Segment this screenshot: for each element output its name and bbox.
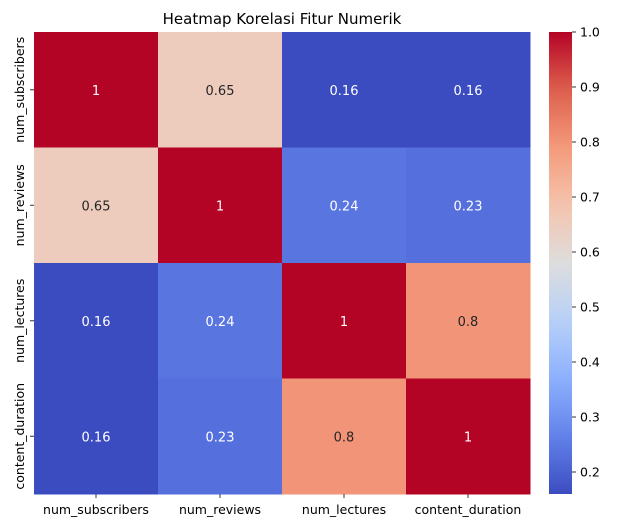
heatmap-value-label-r1-c1: 1 (216, 199, 224, 214)
heatmap-value-label-r2-c0: 0.16 (82, 315, 111, 330)
heatmap-value-label-r3-c3: 1 (464, 430, 472, 445)
heatmap-value-labels: 1 0.65 0.16 0.16 0.65 1 0.24 0.23 0.16 0.24 1 0.8 0.… (82, 84, 483, 446)
colorbar-tick-label-4: 0.6 (580, 245, 600, 260)
heatmap-cell-r3-c0 (34, 378, 159, 495)
heatmap-cell-r3-c3 (406, 378, 531, 495)
heatmap-cells (34, 32, 531, 495)
heatmap-value-label-r2-c1: 0.24 (206, 315, 235, 330)
x-tick-label-0: num_subscribers (43, 502, 149, 517)
heatmap-cell-r1-c1 (158, 147, 283, 264)
heatmap-cell-r1-c0 (34, 147, 159, 264)
heatmap-value-label-r2-c2: 1 (340, 315, 348, 330)
x-tick-label-2: num_lectures (302, 502, 386, 517)
x-tick-label-1: num_reviews (179, 502, 261, 517)
heatmap-value-label-r0-c3: 0.16 (454, 84, 483, 99)
heatmap-cell-r3-c2 (282, 378, 407, 495)
colorbar: 0.2 0.3 0.4 0.5 0.6 0.7 0.8 0.9 1.0 (549, 25, 600, 494)
heatmap-value-label-r3-c1: 0.23 (206, 430, 235, 445)
colorbar-tick-label-7: 0.9 (580, 80, 600, 95)
heatmap-value-label-r1-c2: 0.24 (330, 199, 359, 214)
heatmap-cell-r2-c1 (158, 263, 283, 379)
heatmap-cell-r0-c3 (406, 32, 531, 148)
heatmap-value-label-r1-c3: 0.23 (454, 199, 483, 214)
heatmap-cell-r1-c3 (406, 147, 531, 264)
y-tick-label-3: content_duration (12, 383, 27, 490)
heatmap-value-label-r3-c2: 0.8 (334, 430, 355, 445)
heatmap-value-label-r3-c0: 0.16 (82, 430, 111, 445)
y-tick-label-2: num_lectures (12, 279, 27, 363)
heatmap-cell-r0-c2 (282, 32, 407, 148)
colorbar-tick-label-5: 0.7 (580, 190, 600, 205)
heatmap-cell-r0-c0 (34, 32, 159, 148)
x-axis: num_subscribers num_reviews num_lectures co… (43, 494, 521, 517)
x-tick-label-3: content_duration (415, 502, 522, 517)
heatmap-cell-r0-c1 (158, 32, 283, 148)
y-tick-label-0: num_subscribers (12, 37, 27, 143)
chart-title: Heatmap Korelasi Fitur Numerik (163, 10, 402, 28)
heatmap-value-label-r0-c1: 0.65 (206, 84, 235, 99)
colorbar-gradient (549, 32, 572, 494)
colorbar-tick-label-3: 0.5 (580, 300, 600, 315)
heatmap-value-label-r0-c2: 0.16 (330, 84, 359, 99)
heatmap-value-label-r2-c3: 0.8 (458, 315, 479, 330)
heatmap-cell-r3-c1 (158, 378, 283, 495)
colorbar-tick-label-0: 0.2 (580, 465, 600, 480)
heatmap-cell-r1-c2 (282, 147, 407, 264)
colorbar-tick-label-8: 1.0 (580, 25, 600, 40)
heatmap-value-label-r1-c0: 0.65 (82, 199, 111, 214)
heatmap-cell-r2-c3 (406, 263, 531, 379)
colorbar-tick-label-1: 0.3 (580, 410, 600, 425)
y-axis: num_subscribers num_reviews num_lecturesco… (12, 37, 34, 490)
colorbar-tick-label-2: 0.4 (580, 355, 600, 370)
y-tick-label-1: num_reviews (12, 164, 27, 246)
heatmap-value-label-r0-c0: 1 (92, 84, 100, 99)
colorbar-tick-label-6: 0.8 (580, 135, 600, 150)
heatmap-cell-r2-c0 (34, 263, 159, 379)
heatmap-cell-r2-c2 (282, 263, 407, 379)
